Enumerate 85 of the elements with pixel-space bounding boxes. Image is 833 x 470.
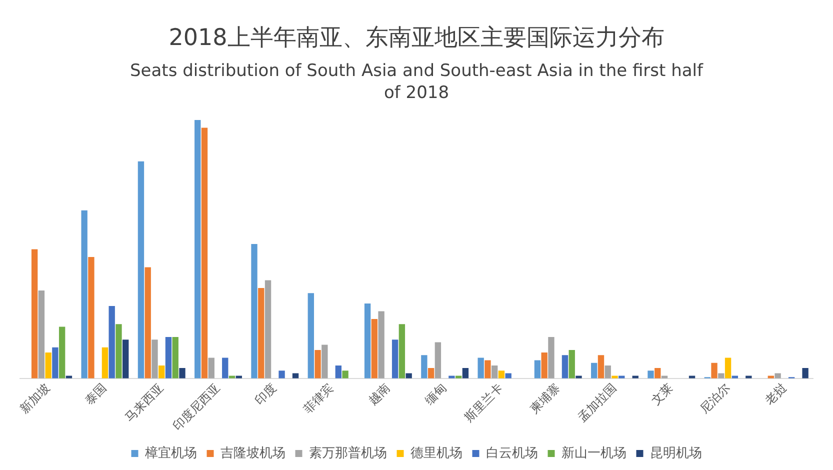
bar	[222, 358, 228, 378]
bar	[335, 365, 342, 378]
legend-label: 白云机场	[486, 446, 538, 461]
x-tick-label: 越南	[366, 380, 393, 408]
bar	[484, 360, 491, 378]
bar	[122, 340, 129, 378]
bar	[172, 337, 178, 378]
bar	[308, 293, 314, 378]
bar	[201, 128, 208, 378]
bar	[38, 290, 45, 378]
bar	[81, 210, 88, 378]
bar	[568, 350, 575, 378]
bar	[322, 344, 328, 378]
bar	[724, 358, 732, 378]
bar	[478, 358, 484, 378]
x-tick-label: 马来西亚	[122, 380, 166, 425]
bar	[58, 326, 66, 378]
x-tick-label: 印度尼西亚	[170, 380, 223, 434]
bar	[264, 280, 272, 378]
bar	[428, 368, 434, 378]
bar	[208, 358, 214, 378]
bar	[548, 337, 554, 378]
bar	[251, 244, 258, 378]
x-tick-label: 菲律宾	[300, 380, 336, 416]
legend-label: 吉隆坡机场	[220, 446, 286, 461]
bar	[108, 306, 115, 378]
bar	[604, 365, 611, 378]
bar	[31, 249, 38, 378]
x-tick-label: 印度	[252, 380, 280, 408]
bar	[541, 352, 548, 378]
bar	[774, 373, 781, 378]
bar	[591, 362, 598, 378]
bar	[505, 373, 512, 378]
bar	[802, 368, 808, 378]
x-tick-label: 新加坡	[17, 380, 53, 416]
bar	[88, 256, 94, 378]
bar	[378, 311, 384, 378]
legend-label: 素万那普机场	[308, 444, 387, 461]
bar	[165, 337, 172, 378]
x-tick-label: 缅甸	[422, 380, 450, 408]
x-tick-label: 泰国	[82, 380, 110, 408]
x-tick-label: 老挝	[762, 380, 790, 408]
bar	[462, 368, 469, 378]
bar	[194, 120, 201, 378]
bar	[392, 340, 398, 378]
bar	[718, 373, 724, 378]
legend-label: 德里机场	[410, 446, 462, 461]
bar	[314, 350, 321, 378]
bar	[278, 370, 285, 378]
x-tick-label: 斯里兰卡	[462, 380, 506, 425]
bar	[258, 288, 264, 378]
bar	[598, 355, 604, 378]
bar	[498, 370, 505, 378]
bar	[138, 161, 144, 378]
bar	[179, 368, 186, 378]
bar	[102, 347, 108, 378]
bar	[562, 355, 568, 378]
bar	[421, 355, 428, 378]
legend-label: 昆明机场	[650, 446, 702, 461]
chart-subtitle: Seats distribution of South Asia and South-east Asia in the first half of 2018	[130, 60, 703, 104]
bar	[654, 368, 661, 378]
bar	[52, 347, 58, 378]
bar	[434, 342, 442, 378]
bar	[371, 318, 378, 378]
bar	[406, 373, 412, 378]
bar	[648, 370, 654, 378]
legend-label: 新山一机场	[561, 446, 626, 461]
bar	[711, 362, 718, 378]
bar	[491, 365, 498, 378]
chart-title: 2018上半年南亚、东南亚地区主要国际运力分布	[168, 24, 666, 53]
bar	[398, 324, 406, 378]
bar	[152, 340, 158, 378]
x-tick-label: 柬埔寨	[527, 380, 562, 416]
bar	[292, 373, 299, 378]
x-tick-label: 尼泊尔	[697, 380, 732, 416]
bar	[364, 303, 371, 378]
bar	[144, 267, 151, 378]
bar	[342, 370, 348, 378]
x-tick-label: 文莱	[648, 380, 676, 408]
legend-label: 樟宜机场	[144, 444, 197, 461]
bar	[45, 352, 52, 378]
bar	[158, 365, 165, 378]
bar	[116, 324, 122, 378]
x-tick-label: 孟加拉国	[575, 380, 620, 425]
bar	[534, 360, 541, 378]
